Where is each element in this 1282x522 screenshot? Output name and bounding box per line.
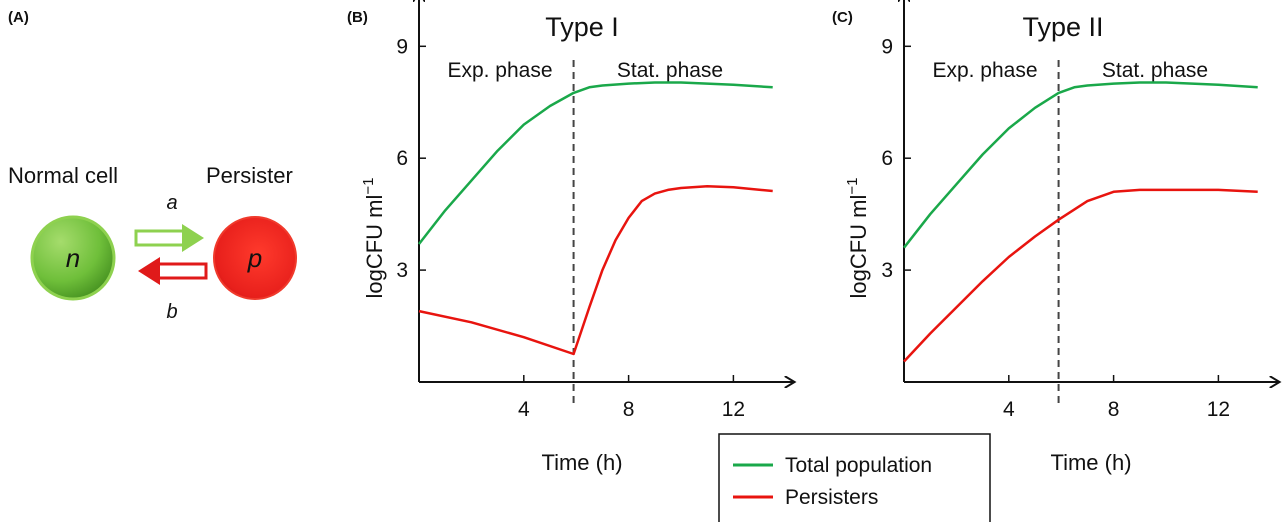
x-axis-label: Time (h) — [541, 450, 622, 475]
normal-cell-circle — [30, 215, 116, 301]
y-tick-label: 3 — [881, 259, 893, 282]
panel-a: (A) Normal cell Persister n p a b — [8, 9, 297, 323]
x-tick-label: 4 — [1003, 398, 1015, 421]
phase-label-exp: Exp. phase — [447, 59, 552, 82]
normal-cell-label: Normal cell — [8, 163, 118, 188]
panel-b-letter: (B) — [347, 9, 368, 26]
y-axis-label: logCFU ml−1 — [360, 177, 387, 298]
y-tick-label: 9 — [881, 35, 893, 58]
chart-type-two: (C) Type II Exp. phase Stat. phase Time … — [832, 0, 1280, 475]
phase-label-stat: Stat. phase — [617, 59, 723, 82]
chart-title: Type II — [1022, 12, 1103, 42]
x-tick-label: 12 — [722, 398, 745, 421]
total-population-line — [418, 81, 773, 245]
switch-arrow-a — [134, 224, 204, 252]
x-tick-label: 12 — [1207, 398, 1230, 421]
rate-a-label: a — [166, 192, 177, 214]
legend-label-persisters: Persisters — [785, 486, 878, 509]
normal-cell-symbol: n — [66, 243, 80, 273]
x-tick-label: 8 — [623, 398, 635, 421]
legend-label-total: Total population — [785, 454, 932, 477]
persister-circle — [213, 216, 297, 300]
y-tick-label: 6 — [881, 147, 893, 170]
panel-a-letter: (A) — [8, 9, 29, 26]
total-population-line — [903, 81, 1258, 249]
chart-title: Type I — [545, 12, 619, 42]
y-axis-label: logCFU ml−1 — [844, 177, 871, 298]
x-axis-label: Time (h) — [1050, 450, 1131, 475]
persisters-line — [903, 188, 1258, 363]
chart-type-one: (B) Type I Exp. phase Stat. phase Time (… — [347, 0, 795, 475]
y-tick-label: 9 — [396, 35, 408, 58]
persister-symbol: p — [247, 243, 262, 273]
legend-box — [718, 433, 991, 522]
switch-arrow-b — [138, 257, 208, 285]
y-tick-label: 3 — [396, 259, 408, 282]
x-tick-label: 4 — [518, 398, 530, 421]
phase-label-exp: Exp. phase — [932, 59, 1037, 82]
x-tick-label: 8 — [1108, 398, 1120, 421]
y-tick-label: 6 — [396, 147, 408, 170]
panel-c-letter: (C) — [832, 9, 853, 26]
persister-label: Persister — [206, 163, 293, 188]
phase-label-stat: Stat. phase — [1102, 59, 1208, 82]
legend: Total population Persisters — [718, 433, 991, 522]
persisters-line — [418, 184, 773, 356]
rate-b-label: b — [166, 301, 177, 323]
